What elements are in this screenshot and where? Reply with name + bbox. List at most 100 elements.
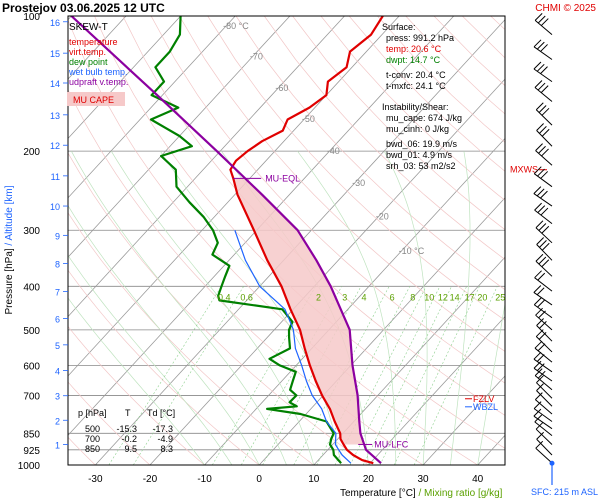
altitude-tick-label: 16	[50, 18, 60, 28]
wind-barb-flag	[533, 360, 542, 369]
wind-barb-flag	[535, 102, 544, 111]
dry-adiabat	[94, 16, 505, 449]
wind-barb-flag	[537, 272, 546, 281]
isotherm-label: -80 °C	[223, 21, 249, 31]
mixing-ratio-line	[379, 286, 467, 465]
moist-adiabat	[297, 150, 397, 465]
wind-barb-staff	[533, 292, 553, 306]
wind-barb-staff	[536, 390, 553, 407]
pressure-tick-label: 100	[23, 12, 40, 23]
wind-barb-flag	[540, 171, 549, 179]
dry-adiabat	[207, 16, 505, 321]
surface-line: t-mxfc: 24.1 °C	[386, 81, 446, 91]
table-cell: -15.3	[116, 424, 137, 434]
legend-item-dew-point: dew point	[69, 57, 108, 67]
isotherm-line	[532, 16, 600, 465]
isotherm-label: -10 °C	[399, 246, 425, 256]
legend-item-mu-cape: MU CAPE	[73, 95, 114, 105]
surface-line: dwpt: 14.7 °C	[386, 55, 441, 65]
wind-barb-flag	[535, 392, 543, 400]
table-cell: 500	[85, 424, 100, 434]
mu-eql-label: MU-EQL	[265, 173, 300, 183]
mixing-ratio-label: 0.6	[240, 292, 253, 302]
instability-title: Instability/Shear:	[382, 102, 449, 112]
altitude-tick-label: 14	[50, 79, 60, 89]
moist-adiabat	[68, 254, 233, 465]
wind-barb-flag	[541, 259, 550, 268]
wind-barb-flag	[535, 329, 544, 337]
temperature-tick-label: -20	[143, 474, 158, 485]
wind-barb-flag	[539, 126, 547, 134]
wind-barb-flag	[533, 401, 542, 409]
wind-barb-flag	[537, 168, 545, 177]
wind-barb-flag	[534, 414, 543, 423]
wind-barb-flag	[538, 145, 546, 154]
wind-barb-flag	[536, 431, 545, 440]
wind-barb-flag	[541, 128, 550, 137]
wind-barb-flag	[541, 242, 550, 251]
isotherm-line	[68, 16, 455, 436]
dry-adiabat	[68, 152, 369, 465]
wind-barb-flag	[537, 343, 546, 352]
temperature-tick-label: 30	[418, 474, 430, 485]
wind-barb-flag	[540, 190, 548, 199]
surface-line: bwd_01: 4.9 m/s	[386, 150, 453, 160]
mixing-ratio-label: 17	[465, 292, 475, 302]
dry-adiabat	[179, 16, 505, 352]
wind-barb-flag	[535, 253, 544, 262]
table-header-p: p [hPa]	[78, 408, 107, 418]
wind-barb-staff	[536, 438, 553, 456]
dry-adiabat	[292, 16, 505, 231]
mixing-ratio-label: 0.4	[218, 292, 231, 302]
wind-barb-flag	[539, 320, 547, 329]
altitude-tick-label: 10	[50, 202, 60, 212]
wind-barb-flag	[536, 354, 545, 362]
plot-frame	[67, 15, 506, 466]
altitude-tick-label: 15	[50, 49, 60, 59]
wind-barb-flag	[534, 270, 542, 279]
credit-label: CHMI © 2025	[535, 3, 596, 14]
temperature-tick-label: 40	[472, 474, 484, 485]
wind-barb-flag	[538, 105, 547, 113]
altitude-tick-label: 13	[50, 111, 60, 121]
mixing-ratio-line	[393, 286, 480, 465]
temperature-tick-label: 20	[363, 474, 375, 485]
wind-barb-staff	[535, 447, 553, 464]
wind-barb-flag	[541, 107, 550, 116]
table-cell: 9.5	[124, 444, 137, 454]
wind-barb-flag	[535, 421, 544, 430]
mixing-ratio-line	[362, 286, 452, 465]
surface-title: Surface:	[382, 22, 416, 32]
pressure-tick-label: 200	[23, 147, 40, 158]
wind-barb-flag	[536, 237, 545, 245]
wind-barb-flag	[535, 143, 543, 151]
wind-barb-flag	[540, 85, 549, 93]
surface-info: Surface: press: 991.2 hPa temp: 20.6 °C …	[382, 22, 462, 171]
wbzl-label: WBZL	[473, 402, 498, 412]
mixing-ratio-line	[413, 286, 498, 465]
wind-barb-staff	[534, 209, 553, 225]
temperature-tick-label: 10	[308, 474, 320, 485]
wind-barb-staff	[533, 173, 553, 188]
wind-barb-flag	[540, 44, 548, 52]
altitude-tick-label: 8	[55, 260, 60, 270]
moist-adiabat	[477, 301, 505, 465]
legend-item-temperature: temperature	[69, 37, 118, 47]
pressure-tick-label: 500	[23, 326, 40, 337]
mixing-ratio-label: 3	[342, 292, 347, 302]
dry-adiabat	[150, 16, 505, 384]
legend-item-virt-temp: virt.temp.	[69, 47, 106, 57]
wind-barb-staff	[533, 304, 553, 319]
surface-line: press: 991.2 hPa	[386, 33, 454, 43]
wind-barb-staff	[533, 367, 553, 382]
wind-barb-flag	[533, 186, 542, 194]
wind-barb-flag	[536, 188, 545, 197]
temperature-tick-label: -10	[197, 474, 212, 485]
moist-adiabat	[111, 151, 315, 465]
pressure-tick-label: 300	[23, 226, 40, 237]
wind-barb-staff	[533, 193, 553, 207]
wind-barb-flag	[537, 82, 546, 91]
dry-adiabat	[320, 16, 505, 201]
surface-line: t-conv: 20.4 °C	[386, 70, 446, 80]
